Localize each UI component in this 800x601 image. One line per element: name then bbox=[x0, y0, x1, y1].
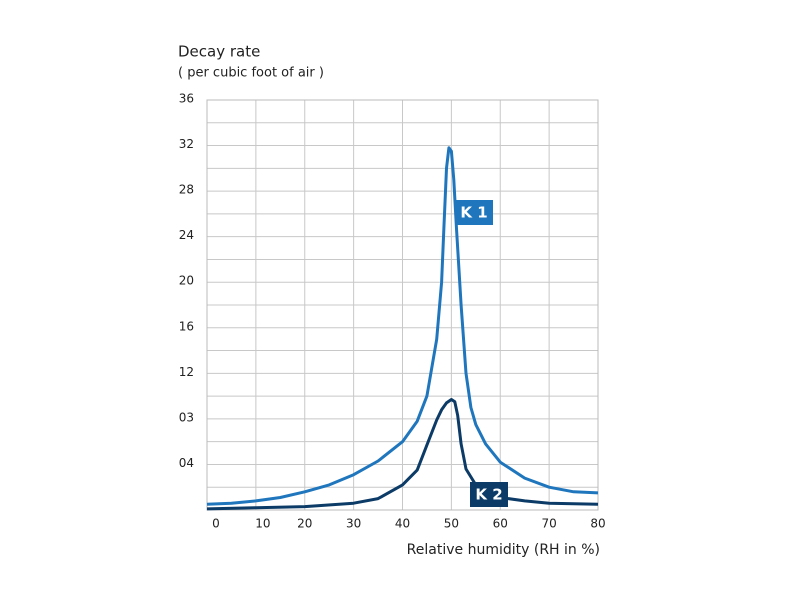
x-tick-label: 20 bbox=[297, 517, 312, 531]
series-label-box bbox=[455, 200, 493, 225]
y-tick-label: 12 bbox=[179, 365, 194, 379]
series-label-box bbox=[470, 482, 508, 507]
chart-title: Decay rate bbox=[178, 43, 260, 61]
line bbox=[206, 398, 599, 511]
x-tick-label: 0 bbox=[212, 517, 220, 531]
x-tick-label: 70 bbox=[541, 517, 556, 531]
line bbox=[206, 146, 599, 506]
y-tick-label: 04 bbox=[179, 456, 194, 470]
series-label: K 1 bbox=[460, 204, 487, 222]
y-tick-label: 16 bbox=[179, 319, 194, 333]
y-tick-label: 03 bbox=[179, 410, 194, 424]
y-tick-label: 28 bbox=[179, 183, 194, 197]
x-tick-label: 40 bbox=[395, 517, 410, 531]
x-tick-label: 60 bbox=[493, 517, 508, 531]
y-tick-label: 24 bbox=[179, 228, 194, 242]
x-tick-label: 10 bbox=[255, 517, 270, 531]
y-tick-label: 32 bbox=[179, 137, 194, 151]
x-tick-label: 80 bbox=[590, 517, 605, 531]
chart-subtitle: ( per cubic foot of air ) bbox=[178, 66, 324, 81]
x-tick-label: 30 bbox=[346, 517, 361, 531]
y-tick-label: 36 bbox=[179, 92, 194, 106]
x-axis-label: Relative humidity (RH in %) bbox=[407, 542, 600, 558]
x-tick-label: 50 bbox=[444, 517, 459, 531]
y-tick-label: 20 bbox=[179, 274, 194, 288]
plot-border bbox=[206, 99, 599, 511]
series-label: K 2 bbox=[475, 486, 502, 504]
